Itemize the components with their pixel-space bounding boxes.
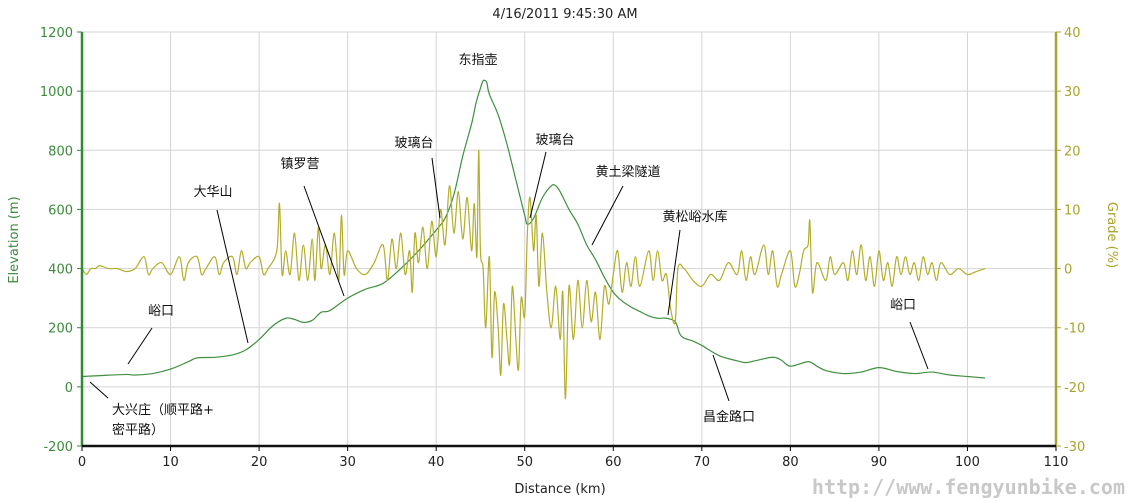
annotation-leader-line (667, 229, 681, 316)
x-tick-label: 100 (955, 455, 980, 470)
axes: 0 10 20 30 40 50 60 70 80 90 100 110-20002004006008… (40, 26, 1085, 470)
y-tick-label: 1200 (40, 26, 73, 41)
y2-tick-label: 20 (1064, 144, 1081, 159)
x-tick-label: 60 (605, 455, 622, 470)
annotation-leader-line (529, 151, 547, 219)
x-tick-label: 30 (339, 455, 356, 470)
chart-title: 4/16/2011 9:45:30 AM (492, 7, 637, 22)
annotation-leader-line (909, 321, 929, 370)
y-axis-label: Elevation (m) (7, 196, 22, 283)
annotation-label: 玻璃台 (535, 133, 574, 148)
watermark: http://www.fengyunbike.com (812, 475, 1125, 499)
y2-tick-label: -10 (1064, 322, 1085, 337)
annotation-leader-line (303, 185, 345, 297)
x-tick-label: 50 (516, 455, 533, 470)
annotation-label: 峪口 (148, 304, 174, 319)
x-tick-label: 80 (782, 455, 799, 470)
y2-tick-label: -20 (1064, 381, 1085, 396)
gridlines (81, 31, 1057, 447)
annotation-leader-line (89, 381, 109, 399)
annotation-leader-line (591, 185, 624, 246)
x-tick-label: 40 (428, 455, 445, 470)
x-tick-label: 70 (694, 455, 711, 470)
annotation-label: 密平路） (112, 422, 164, 438)
y2-tick-label: -30 (1064, 440, 1085, 455)
annotation-label: 大华山 (193, 185, 232, 200)
y-tick-label: 1000 (40, 85, 73, 100)
x-tick-label: 20 (251, 455, 268, 470)
x-tick-label: 90 (871, 455, 888, 470)
annotation-leader-line (431, 157, 441, 219)
annotation-label: 黄松峪水库 (662, 209, 727, 225)
series-group (81, 79, 986, 400)
x-tick-label: 0 (78, 455, 86, 470)
annotation-leader-line (216, 209, 249, 344)
annotation-label: 镇罗营 (280, 157, 319, 172)
grade-line (81, 149, 986, 400)
x-tick-label: 10 (162, 455, 179, 470)
y2-tick-label: 0 (1064, 263, 1072, 278)
annotation-label: 玻璃台 (394, 136, 433, 151)
y-tick-label: 200 (48, 322, 73, 337)
elevation-line (81, 79, 986, 379)
annotation-leader-line (712, 354, 730, 402)
annotation-label: 昌金路口 (703, 409, 755, 425)
x-axis-label: Distance (km) (514, 482, 605, 497)
y-tick-label: 800 (48, 144, 73, 159)
annotation-label: 黄土梁隧道 (595, 164, 660, 180)
y2-tick-label: 10 (1064, 203, 1081, 218)
y-tick-label: 400 (48, 263, 73, 278)
y-tick-label: 600 (48, 203, 73, 218)
y-tick-label: 0 (65, 381, 73, 396)
y2-axis-label: Grade (%) (1104, 202, 1119, 268)
annotation-label: 大兴庄（顺平路+ (112, 402, 214, 418)
annotation-leader-line (127, 327, 153, 365)
y-tick-label: -200 (43, 440, 73, 455)
annotation-label: 峪口 (890, 298, 916, 313)
x-tick-label: 110 (1044, 455, 1069, 470)
annotation-label: 东指壶 (458, 53, 497, 68)
y2-tick-label: 30 (1064, 85, 1081, 100)
y2-tick-label: 40 (1064, 26, 1081, 41)
